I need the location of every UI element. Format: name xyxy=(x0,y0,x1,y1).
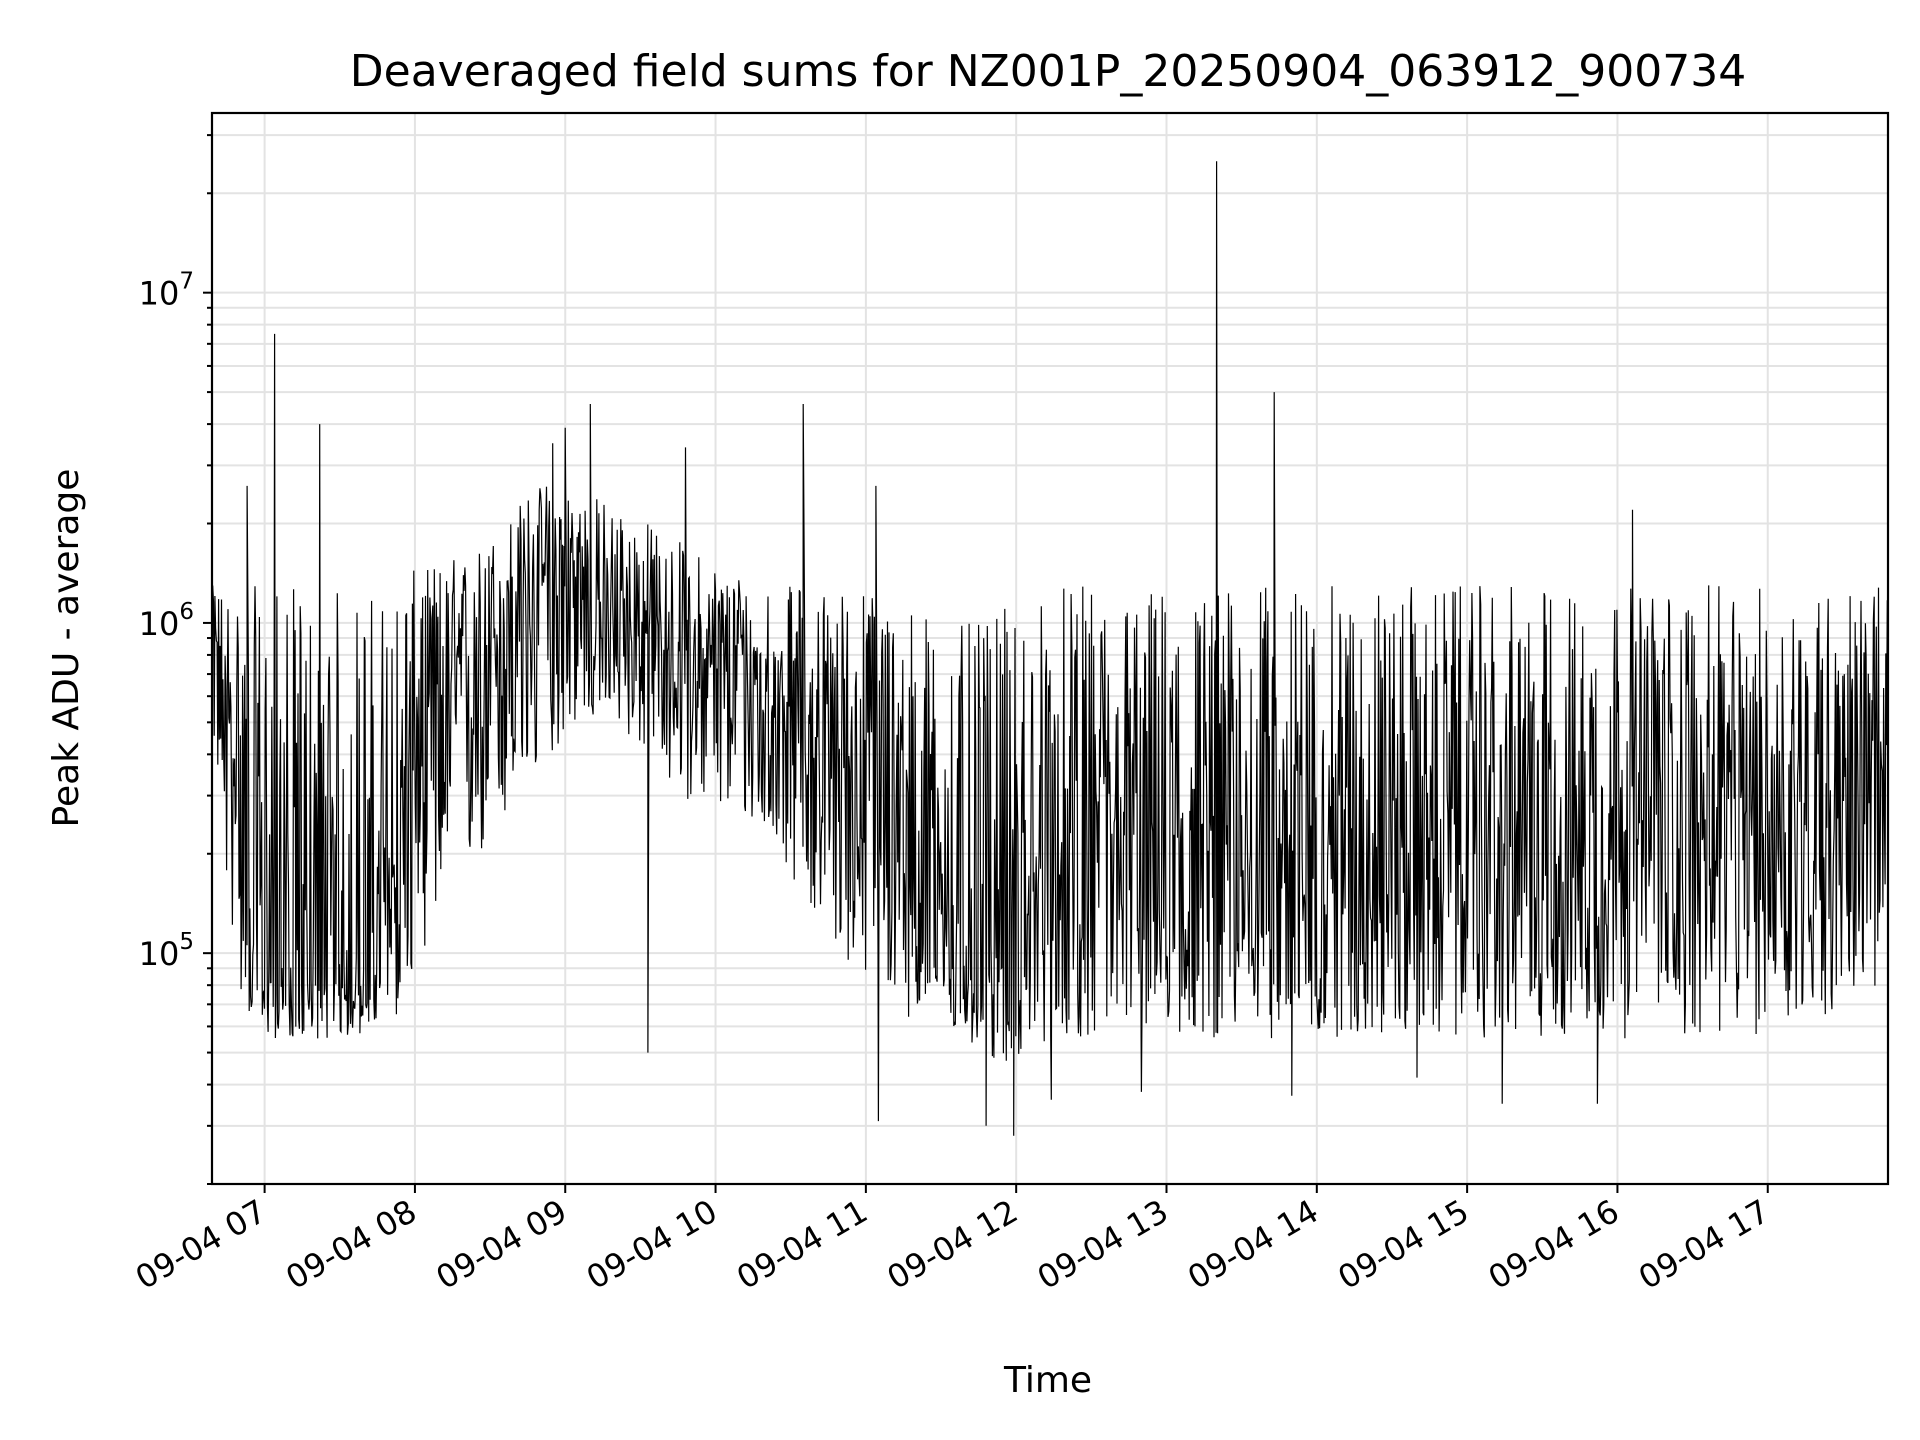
x-axis-label: Time xyxy=(1003,1360,1092,1401)
x-tick-label: 09-04 15 xyxy=(1332,1192,1476,1297)
series-line xyxy=(211,161,1889,1136)
x-tick-label: 09-04 11 xyxy=(730,1192,874,1297)
x-tick-label: 09-04 17 xyxy=(1632,1192,1776,1297)
x-tick-label: 09-04 13 xyxy=(1031,1192,1175,1297)
x-tick-label: 09-04 08 xyxy=(279,1192,423,1297)
x-tick-label: 09-04 16 xyxy=(1482,1192,1626,1297)
y-axis-label: Peak ADU - average xyxy=(46,469,87,828)
y-tick-label: 106 xyxy=(139,599,194,643)
grid-layer xyxy=(212,113,1888,1185)
x-tick-label: 09-04 10 xyxy=(580,1192,724,1297)
y-tick-label: 105 xyxy=(139,929,194,973)
plot-frame xyxy=(210,111,1890,1186)
x-tick-label: 09-04 09 xyxy=(430,1192,574,1297)
x-tick-label: 09-04 07 xyxy=(129,1192,273,1297)
x-tick-label: 09-04 12 xyxy=(881,1192,1025,1297)
y-tick-label: 107 xyxy=(139,269,194,313)
data-layer xyxy=(211,161,1889,1136)
chart-title: Deaveraged field sums for NZ001P_2025090… xyxy=(350,46,1746,97)
x-tick-label: 09-04 14 xyxy=(1181,1192,1325,1297)
